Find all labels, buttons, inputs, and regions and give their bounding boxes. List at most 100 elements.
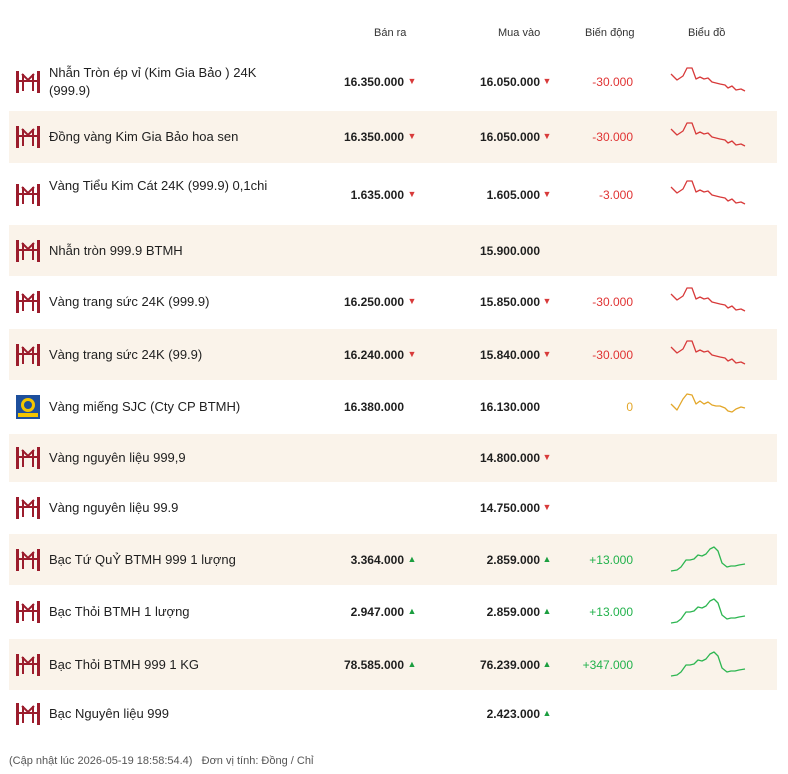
triangle-down-icon: ▼: [407, 295, 417, 306]
btmh-logo: [15, 653, 41, 677]
sell-price: 2.947.000: [350, 605, 404, 619]
unit-note: Đơn vị tính: Đồng / Chỉ: [201, 755, 314, 767]
product-name[interactable]: Bạc Tứ QuỶ BTMH 999 1 lượng: [49, 551, 236, 567]
triangle-down-icon: ▼: [542, 131, 552, 141]
product-name[interactable]: Vàng Tiểu Kim Cát 24K (999.9) 0,1chi: [49, 178, 268, 193]
triangle-down-icon: ▼: [542, 189, 552, 199]
updated-time: (Cập nhật lúc 2026-05-19 18:58:54.4): [9, 755, 193, 767]
change-value: -30.000: [592, 347, 633, 362]
buy-price: 14.800.000: [479, 451, 540, 465]
change-value: 0: [626, 400, 633, 414]
triangle-up-icon: ▲: [407, 553, 417, 564]
product-name[interactable]: Nhẫn tròn 999.9 BTMH: [49, 242, 183, 258]
btmh-logo: [15, 290, 41, 314]
sparkline-chart[interactable]: [669, 122, 747, 150]
sell-price: 16.350.000: [343, 130, 404, 144]
sell-price: 16.380.000: [343, 400, 404, 414]
table-row[interactable]: Nhẫn tròn 999.9 BTMH 15.900.000: [9, 225, 777, 276]
change-value: -3.000: [598, 188, 633, 202]
triangle-down-icon: ▼: [542, 452, 552, 462]
sell-price: 16.350.000: [343, 74, 404, 89]
buy-price: 1.605.000: [486, 188, 540, 202]
buy-price: 16.050.000: [479, 130, 540, 144]
product-name[interactable]: Bạc Thỏi BTMH 999 1 KG: [49, 656, 200, 672]
product-name[interactable]: Đồng vàng Kim Gia Bảo hoa sen: [49, 129, 239, 144]
header-sell: Bán ra: [374, 27, 407, 39]
sparkline-chart[interactable]: [669, 339, 747, 368]
table-row[interactable]: Bạc Tứ QuỶ BTMH 999 1 lượng 3.364.000 ▲ 2.8…: [9, 534, 777, 585]
btmh-logo: [15, 239, 41, 263]
table-row[interactable]: Vàng nguyên liệu 999,9 14.800.000 ▼: [9, 434, 777, 482]
sparkline-chart[interactable]: [669, 66, 747, 95]
triangle-up-icon: ▲: [407, 658, 417, 669]
sell-price: 16.240.000: [343, 347, 404, 362]
footer: (Cập nhật lúc 2026-05-19 18:58:54.4) Đơn…: [9, 755, 313, 767]
table-row[interactable]: Bạc Thỏi BTMH 999 1 KG 78.585.000 ▲ 76.239.…: [9, 639, 777, 690]
table-row[interactable]: Vàng miếng SJC (Cty CP BTMH) 16.380.000 16…: [9, 382, 777, 432]
buy-price: 76.239.000: [479, 657, 540, 672]
product-name[interactable]: Vàng miếng SJC (Cty CP BTMH): [49, 399, 241, 414]
triangle-down-icon: ▼: [407, 75, 417, 86]
product-name[interactable]: Bạc Thỏi BTMH 1 lượng: [49, 604, 190, 619]
buy-price: 16.050.000: [479, 74, 540, 89]
triangle-up-icon: ▲: [542, 708, 552, 718]
table-row[interactable]: Vàng nguyên liệu 99.9 14.750.000 ▼: [9, 484, 777, 532]
product-name[interactable]: Nhẫn Tròn ép vỉ (Kim Gia Bảo ) 24K (999.…: [49, 64, 257, 98]
change-value: +347.000: [582, 657, 633, 672]
triangle-down-icon: ▼: [542, 348, 552, 359]
sell-price: 16.250.000: [343, 294, 404, 309]
table-row[interactable]: Đồng vàng Kim Gia Bảo hoa sen 16.350.000 ▼…: [9, 111, 777, 163]
triangle-down-icon: ▼: [542, 295, 552, 306]
sell-price: 1.635.000: [350, 188, 404, 202]
table-row[interactable]: Vàng Tiểu Kim Cát 24K (999.9) 0,1chi 1.63…: [9, 165, 777, 225]
product-name[interactable]: Bạc Nguyên liệu 999: [49, 706, 169, 721]
product-name[interactable]: Vàng trang sức 24K (99.9): [49, 346, 203, 362]
btmh-logo: [15, 600, 41, 624]
header-buy: Mua vào: [498, 27, 541, 39]
table-row[interactable]: Vàng trang sức 24K (999.9) 16.250.000 ▼ 15.…: [9, 276, 777, 327]
product-name[interactable]: Vàng nguyên liệu 99.9: [49, 500, 179, 515]
btmh-logo: [15, 125, 41, 149]
triangle-down-icon: ▼: [542, 75, 552, 86]
sjc-logo: [15, 395, 41, 419]
header-chart: Biểu đồ: [688, 27, 726, 39]
sparkline-chart[interactable]: [669, 597, 747, 625]
buy-price: 14.750.000: [479, 501, 540, 515]
btmh-logo: [15, 548, 41, 572]
buy-price: 2.859.000: [486, 605, 540, 619]
sparkline-chart[interactable]: [669, 650, 747, 678]
triangle-down-icon: ▼: [407, 189, 417, 199]
table-row[interactable]: Bạc Thỏi BTMH 1 lượng 2.947.000 ▲ 2.859.000…: [9, 587, 777, 637]
buy-price: 15.840.000: [479, 347, 540, 362]
btmh-logo: [15, 496, 41, 520]
buy-price: 15.900.000: [479, 243, 540, 258]
triangle-down-icon: ▼: [542, 502, 552, 512]
product-name[interactable]: Vàng nguyên liệu 999,9: [49, 450, 186, 465]
change-value: +13.000: [589, 552, 633, 567]
table-row[interactable]: Bạc Nguyên liệu 999 2.423.000 ▲: [9, 691, 777, 737]
product-name[interactable]: Vàng trang sức 24K (999.9): [49, 293, 210, 309]
btmh-logo: [15, 343, 41, 367]
triangle-up-icon: ▲: [542, 606, 552, 616]
triangle-down-icon: ▼: [407, 348, 417, 359]
buy-price: 15.850.000: [479, 294, 540, 309]
sparkline-chart[interactable]: [669, 545, 747, 573]
buy-price: 16.130.000: [479, 400, 540, 414]
header-change: Biến động: [585, 27, 635, 39]
btmh-logo: [15, 446, 41, 470]
change-value: -30.000: [592, 130, 633, 144]
sparkline-chart[interactable]: [669, 286, 747, 315]
triangle-up-icon: ▲: [407, 606, 417, 616]
buy-price: 2.859.000: [486, 552, 540, 567]
sparkline-chart[interactable]: [669, 180, 747, 208]
change-value: -30.000: [592, 74, 633, 89]
table-row[interactable]: Vàng trang sức 24K (99.9) 16.240.000 ▼ 15.8…: [9, 329, 777, 380]
btmh-logo: [15, 702, 41, 726]
table-header: Bán ra Mua vào Biến động Biểu đồ: [0, 24, 788, 44]
sparkline-chart[interactable]: [669, 392, 747, 420]
table-row[interactable]: Nhẫn Tròn ép vỉ (Kim Gia Bảo ) 24K (999.…: [9, 52, 777, 111]
triangle-down-icon: ▼: [407, 131, 417, 141]
triangle-up-icon: ▲: [542, 553, 552, 564]
buy-price: 2.423.000: [486, 707, 540, 721]
btmh-logo: [15, 183, 41, 207]
